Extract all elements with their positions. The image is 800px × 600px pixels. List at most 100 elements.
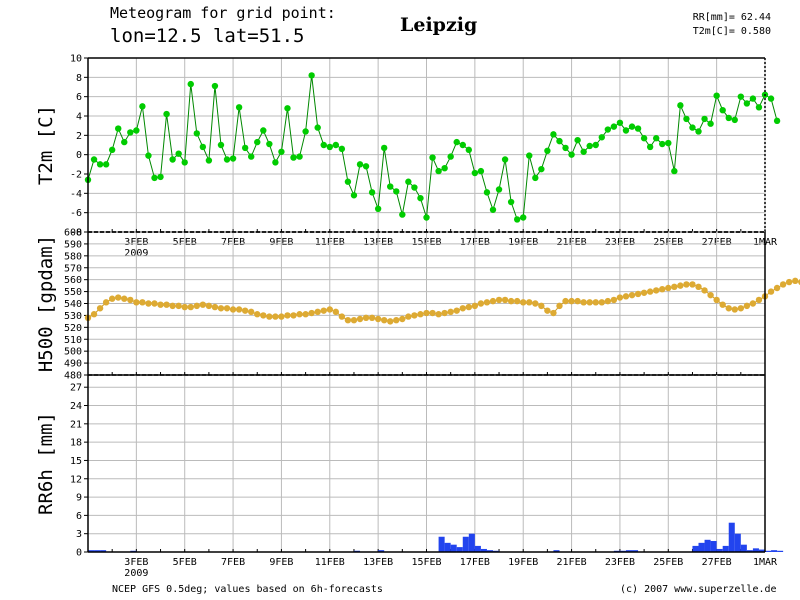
h500-data-point — [326, 306, 333, 313]
h500-data-point — [362, 314, 370, 321]
rr6h-bar — [632, 550, 639, 552]
h500-data-point — [622, 293, 630, 300]
h500-data-point — [350, 316, 358, 324]
h500-data-point — [399, 315, 406, 323]
rr6h-bar — [710, 541, 717, 552]
h500-data-point — [465, 303, 473, 311]
t2m-ytick-label: 4 — [76, 112, 82, 123]
t2m-data-point — [592, 141, 599, 149]
h500-data-point — [659, 286, 666, 293]
h500-data-point — [652, 287, 660, 294]
t2m-data-point — [580, 148, 587, 155]
rr6h-bar — [444, 542, 451, 552]
t2m-data-point — [495, 186, 503, 193]
h500-ytick-label: 580 — [64, 251, 82, 262]
rr6h-xtick-label: 11FEB — [315, 557, 345, 568]
h500-data-point — [779, 281, 787, 288]
h500-data-point — [483, 299, 491, 306]
t2m-data-point — [368, 189, 376, 196]
h500-data-point — [115, 294, 122, 301]
t2m-data-point — [586, 142, 593, 150]
h500-data-point — [489, 297, 497, 305]
rr6h-xtick-label: 5FEB — [173, 557, 197, 568]
t2m-data-point — [320, 141, 327, 149]
h500-data-point — [169, 302, 176, 310]
t2m-data-point — [139, 103, 146, 110]
h500-data-point — [193, 302, 201, 310]
h500-data-point — [205, 302, 213, 310]
t2m-ylabel: T2m [C] — [35, 105, 57, 185]
h500-data-point — [683, 281, 690, 288]
h500-ylabel: H500 [gpdam] — [35, 235, 57, 372]
t2m-data-point — [441, 165, 448, 172]
t2m-data-point — [646, 143, 654, 151]
h500-data-point — [441, 309, 448, 317]
t2m-data-point — [211, 82, 219, 90]
t2m-data-point — [115, 125, 122, 132]
t2m-data-point — [513, 216, 521, 223]
t2m-data-point — [241, 144, 249, 152]
h500-ytick-label: 560 — [64, 275, 82, 286]
h500-data-point — [562, 297, 569, 305]
t2m-data-point — [520, 214, 527, 221]
h500-data-point — [507, 297, 515, 305]
h500-data-point — [556, 302, 563, 310]
h500-data-point — [163, 301, 170, 308]
rr6h-bar — [771, 550, 778, 552]
rr6h-xtick-label: 17FEB — [460, 557, 490, 568]
meteogram-title: Meteogram for grid point: — [110, 4, 336, 22]
h500-data-point — [586, 299, 593, 306]
rr6h-ytick-label: 21 — [70, 419, 82, 430]
t2m-data-point — [260, 127, 267, 134]
h500-data-point — [501, 296, 509, 304]
rr6h-xtick-label: 19FEB — [508, 557, 538, 568]
rr6h-ytick-label: 12 — [70, 474, 82, 485]
t2m-data-point — [489, 206, 497, 213]
rr6h-xtick-label: 27FEB — [702, 557, 732, 568]
h500-data-point — [248, 308, 255, 316]
t2m-data-point — [604, 126, 612, 133]
t2m-data-point — [266, 140, 273, 148]
h500-data-point — [689, 281, 696, 288]
t2m-data-point — [671, 167, 678, 175]
h500-data-point — [459, 305, 466, 312]
t2m-data-point — [743, 100, 751, 107]
h500-data-point — [477, 300, 485, 307]
t2m-data-point — [145, 152, 152, 159]
rr6h-bar — [716, 548, 723, 552]
t2m-data-point — [447, 153, 454, 160]
h500-data-point — [725, 305, 732, 312]
t2m-data-point — [616, 119, 624, 126]
h500-data-point — [374, 315, 382, 323]
rr6h-xtick-label: 25FEB — [653, 557, 683, 568]
rr6h-ytick-label: 24 — [70, 401, 82, 412]
h500-data-point — [199, 301, 207, 308]
h500-data-point — [646, 288, 654, 295]
t2m-data-point — [344, 178, 352, 185]
t2m-ytick-label: -6 — [70, 208, 82, 219]
t2m-data-point — [217, 141, 225, 149]
rr6h-ytick-label: 15 — [70, 456, 82, 467]
t2m-data-point — [302, 128, 309, 135]
t2m-data-point — [314, 124, 321, 131]
t2m-data-point — [683, 115, 690, 123]
h500-ytick-label: 530 — [64, 311, 82, 322]
t2m-data-point — [665, 139, 672, 147]
t2m-data-point — [399, 211, 406, 218]
h500-data-point — [405, 313, 412, 320]
rr6h-ytick-label: 6 — [76, 511, 82, 522]
t2m-data-point — [538, 165, 545, 173]
h500-data-point — [217, 305, 225, 312]
t2m-data-point — [526, 152, 533, 159]
rr6h-bar — [94, 550, 101, 552]
h500-ytick-label: 480 — [64, 371, 82, 382]
h500-data-point — [254, 311, 261, 318]
rr6h-bar — [100, 550, 107, 552]
rr6h-xtick-label: 1MAR — [753, 557, 778, 568]
rr6h-ytick-label: 3 — [76, 529, 82, 540]
t2m-data-point — [102, 161, 110, 168]
t2m-data-point — [127, 129, 134, 136]
t2m-data-point — [574, 136, 581, 144]
rr6h-bar — [553, 550, 560, 552]
